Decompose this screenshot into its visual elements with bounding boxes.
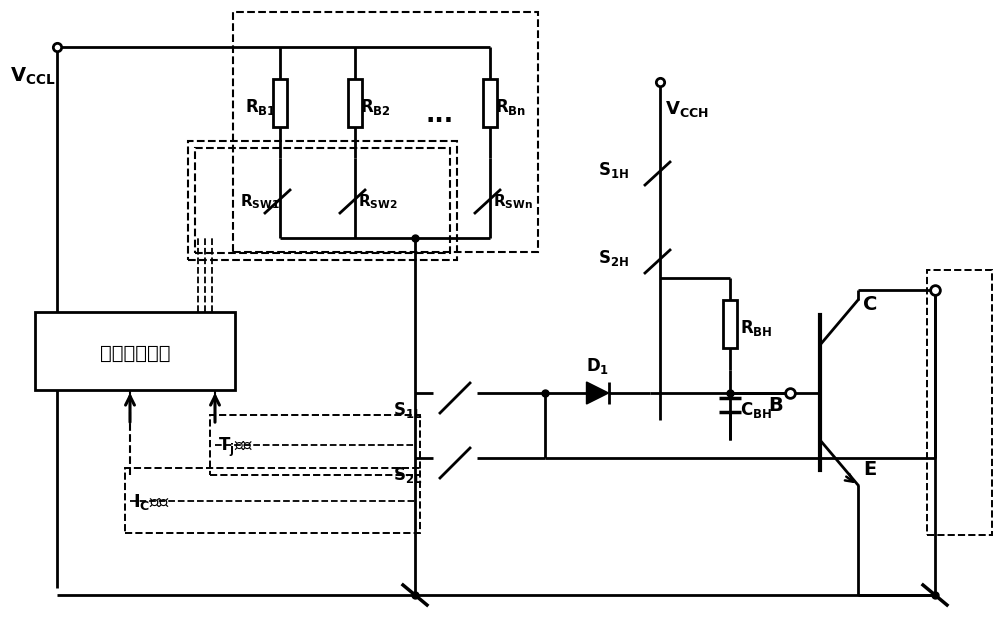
Text: ...: ... (425, 103, 453, 127)
Text: $\mathregular{S_{1H}}$: $\mathregular{S_{1H}}$ (598, 160, 629, 180)
Bar (927, 270, 992, 535)
Text: $\mathregular{R_{Bn}}$: $\mathregular{R_{Bn}}$ (495, 97, 526, 117)
Text: E: E (863, 460, 876, 479)
Bar (210, 415, 420, 475)
Text: $\mathregular{R_{B2}}$: $\mathregular{R_{B2}}$ (360, 97, 391, 117)
Bar (188, 141, 457, 260)
Bar (35, 312, 235, 390)
Bar (723, 300, 737, 348)
Text: $\mathregular{S_{1L}}$: $\mathregular{S_{1L}}$ (393, 400, 422, 420)
Text: $\mathregular{V_{CCH}}$: $\mathregular{V_{CCH}}$ (665, 99, 709, 119)
Text: $\mathregular{R_{B1}}$: $\mathregular{R_{B1}}$ (245, 97, 276, 117)
Text: $\mathregular{D_1}$: $\mathregular{D_1}$ (586, 356, 609, 376)
Text: $\mathregular{R_{BH}}$: $\mathregular{R_{BH}}$ (740, 318, 773, 338)
Bar (483, 78, 497, 127)
Text: $\mathregular{R_{SW1}}$: $\mathregular{R_{SW1}}$ (240, 192, 280, 211)
Text: $\mathregular{R_{SWn}}$: $\mathregular{R_{SWn}}$ (493, 192, 533, 211)
Bar (125, 468, 420, 533)
Bar (233, 12, 538, 252)
Text: $\mathregular{C_{BH}}$: $\mathregular{C_{BH}}$ (740, 400, 772, 420)
Text: $\mathregular{T_j}$反馈: $\mathregular{T_j}$反馈 (218, 435, 253, 458)
Text: 反馈控制电路: 反馈控制电路 (100, 343, 170, 363)
Text: $\mathregular{V_{CCL}}$: $\mathregular{V_{CCL}}$ (10, 66, 56, 88)
Text: C: C (863, 295, 877, 314)
Bar (273, 78, 287, 127)
Text: B: B (768, 396, 783, 415)
Bar (348, 78, 362, 127)
Polygon shape (586, 382, 608, 404)
Text: $\mathregular{I_C}$反馈: $\mathregular{I_C}$反馈 (133, 492, 170, 512)
Bar (195, 148, 450, 253)
Text: $\mathregular{S_{2H}}$: $\mathregular{S_{2H}}$ (598, 248, 629, 268)
Text: $\mathregular{R_{SW2}}$: $\mathregular{R_{SW2}}$ (358, 192, 398, 211)
Text: $\mathregular{S_{2L}}$: $\mathregular{S_{2L}}$ (393, 465, 422, 485)
